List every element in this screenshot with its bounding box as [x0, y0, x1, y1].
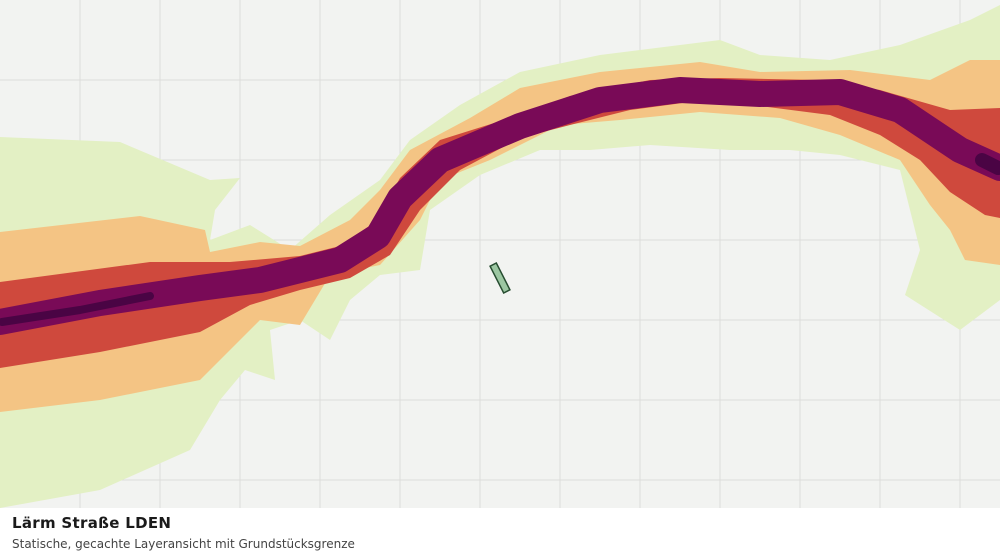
zone-low [0, 5, 1000, 508]
zone-extreme [975, 153, 1000, 175]
caption-panel: Lärm Straße LDEN Statische, gecachte Lay… [0, 508, 1000, 560]
map-view [0, 0, 1000, 508]
noise-zones [0, 5, 1000, 508]
map-title: Lärm Straße LDEN [12, 514, 172, 532]
zone-very-high [0, 77, 1000, 335]
zone-high [0, 78, 1000, 368]
parcel-boundary[interactable] [489, 262, 511, 294]
map-subtitle: Statische, gecachte Layeransicht mit Gru… [12, 537, 355, 551]
zone-extreme [0, 292, 154, 326]
zone-mid [0, 60, 1000, 412]
